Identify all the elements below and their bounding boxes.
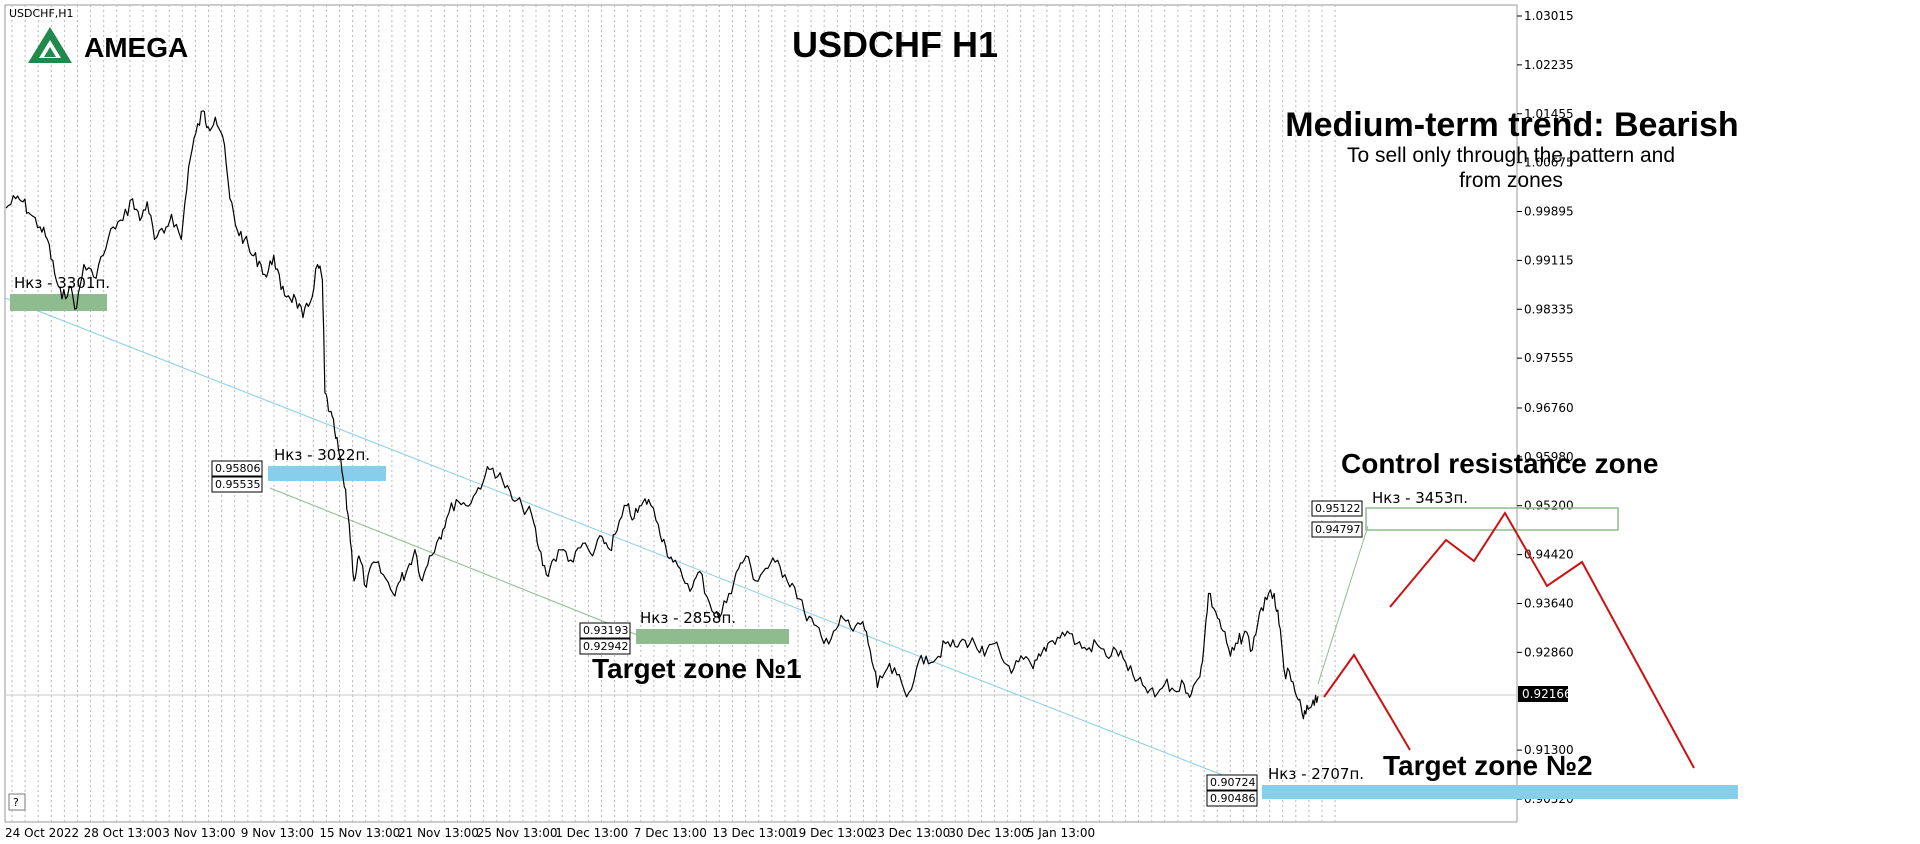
price-tick-label: 1.03015 xyxy=(1524,9,1574,23)
zone-1-rect[interactable] xyxy=(10,294,107,311)
zone-5-price-labels: 0.90724 0.90486 xyxy=(1206,774,1258,807)
zone-3-price-low: 0.92942 xyxy=(583,640,629,653)
price-tick-label: 0.94420 xyxy=(1524,548,1574,562)
price-tick-label: 0.99115 xyxy=(1524,253,1574,267)
zone-4-price-labels: 0.95122 0.94797 xyxy=(1311,500,1363,538)
zone-2-price-labels: 0.95806 0.95535 xyxy=(211,460,263,493)
trendline-green[interactable] xyxy=(269,487,641,637)
logo-text: AMEGA xyxy=(84,32,188,63)
price-tick-label: 1.02235 xyxy=(1524,58,1574,72)
time-tick-label: 30 Dec 13:00 xyxy=(948,826,1029,840)
chart-title: USDCHF H1 xyxy=(792,24,998,65)
target-zone-2-rect[interactable] xyxy=(1262,785,1738,799)
time-tick-label: 9 Nov 13:00 xyxy=(241,826,314,840)
vertical-grid xyxy=(11,5,1336,822)
amega-logo-icon xyxy=(28,27,72,63)
price-tick-label: 0.95980 xyxy=(1524,450,1574,464)
forecast-path-2 xyxy=(1389,511,1695,769)
target-zone-2-heading: Target zone №2 xyxy=(1383,750,1593,781)
price-tick-label: 0.92860 xyxy=(1524,645,1574,659)
zone-2-price-low: 0.95535 xyxy=(215,478,261,491)
trend-note-line-2: from zones xyxy=(1459,169,1563,192)
price-tick-label: 0.97555 xyxy=(1524,351,1574,365)
help-marker: ? xyxy=(13,796,19,809)
zone-5-label: Нкз - 2707п. xyxy=(1268,765,1364,783)
zone-1-label: Нкз - 3301п. xyxy=(14,274,110,292)
symbol-label: USDCHF,H1 xyxy=(9,7,74,20)
zone-4-price-high: 0.95122 xyxy=(1315,502,1361,515)
target-zone-1-rect[interactable] xyxy=(636,629,789,644)
time-tick-label: 19 Dec 13:00 xyxy=(791,826,872,840)
help-button[interactable] xyxy=(8,793,26,811)
control-zone-heading: Control resistance zone xyxy=(1341,448,1658,479)
price-tick-label: 1.00675 xyxy=(1524,156,1574,170)
time-tick-label: 1 Dec 13:00 xyxy=(555,826,628,840)
zone-3-label: Нкз - 2858п. xyxy=(640,609,736,627)
current-price-label: 0.92166 xyxy=(1522,687,1572,701)
time-tick-label: 15 Nov 13:00 xyxy=(319,826,400,840)
price-tick-label: 0.95200 xyxy=(1524,499,1574,513)
time-tick-label: 23 Dec 13:00 xyxy=(870,826,951,840)
time-tick-label: 7 Dec 13:00 xyxy=(634,826,707,840)
zone-5-price-low: 0.90486 xyxy=(1210,792,1256,805)
time-tick-label: 3 Nov 13:00 xyxy=(162,826,235,840)
zone-2-price-high: 0.95806 xyxy=(215,462,261,475)
price-tick-label: 0.96760 xyxy=(1524,401,1574,415)
zone-3-price-labels: 0.93193 0.92942 xyxy=(579,622,631,655)
time-tick-label: 21 Nov 13:00 xyxy=(398,826,479,840)
zone-4-price-low: 0.94797 xyxy=(1315,523,1361,536)
time-tick-label: 28 Oct 13:00 xyxy=(84,826,162,840)
trendline-blue[interactable] xyxy=(4,297,1231,779)
zone-2-label: Нкз - 3022п. xyxy=(274,446,370,464)
zone-3-price-high: 0.93193 xyxy=(583,624,629,637)
price-tick-label: 0.98335 xyxy=(1524,302,1574,316)
target-zone-1-heading: Target zone №1 xyxy=(592,653,802,684)
control-zone-rect[interactable] xyxy=(1365,507,1619,531)
time-tick-label: 5 Jan 13:00 xyxy=(1027,826,1095,840)
price-tick-label: 1.01455 xyxy=(1524,107,1574,121)
trendline-green-2[interactable] xyxy=(1317,525,1369,685)
time-tick-label: 13 Dec 13:00 xyxy=(712,826,793,840)
price-tick-label: 0.91300 xyxy=(1524,743,1574,757)
zone-4-label: Нкз - 3453п. xyxy=(1372,489,1468,507)
trend-heading: Medium-term trend: Bearish xyxy=(1285,106,1738,144)
zone-2-rect[interactable] xyxy=(268,466,386,481)
price-tick-label: 0.93640 xyxy=(1524,596,1574,610)
forecast-path-1 xyxy=(1323,653,1411,751)
price-tick-label: 0.99895 xyxy=(1524,205,1574,219)
current-price-tag xyxy=(1518,686,1568,702)
trend-note-line-1: To sell only through the pattern and xyxy=(1347,144,1675,167)
price-series-line xyxy=(5,110,1319,720)
time-tick-label: 24 Oct 2022 xyxy=(5,826,79,840)
time-tick-label: 25 Nov 13:00 xyxy=(477,826,558,840)
time-axis: 24 Oct 2022 28 Oct 13:00 3 Nov 13:00 9 Nov … xyxy=(5,826,1095,840)
zone-5-price-high: 0.90724 xyxy=(1210,776,1256,789)
